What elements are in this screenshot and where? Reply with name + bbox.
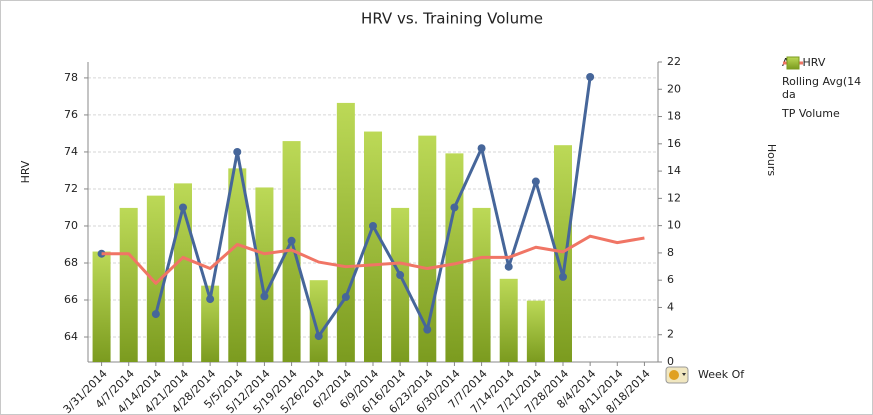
bar [526, 300, 545, 362]
bar [472, 207, 491, 362]
point [206, 295, 215, 304]
y2-tick-label: 20 [667, 82, 681, 95]
bar [554, 145, 572, 362]
y2-tick-label: 22 [667, 55, 681, 68]
legend: AM HRV Rolling Avg(14 da TP Volume [782, 56, 862, 126]
y2-tick-label: 2 [667, 328, 674, 341]
y2-tick-label: 0 [667, 355, 674, 368]
point [287, 236, 296, 245]
point [477, 144, 486, 153]
point [504, 262, 513, 271]
y2-axis-title: Hours [765, 144, 778, 176]
point [369, 221, 377, 230]
point [314, 332, 323, 341]
bar [92, 251, 111, 362]
point [179, 203, 187, 212]
menu-arrow [682, 373, 686, 376]
bar [445, 153, 464, 362]
bar [364, 131, 382, 362]
series-line [101, 234, 645, 285]
chart-title: HRV vs. Training Volume [361, 10, 543, 28]
y2-tick-label: 12 [667, 191, 681, 204]
y2-tick-label: 10 [667, 219, 681, 232]
point [341, 293, 350, 302]
y-tick-label: 78 [64, 71, 78, 84]
swatch [786, 56, 800, 70]
legend-swatch [786, 56, 800, 70]
y2-tick-label: 14 [667, 164, 681, 177]
legend-item[interactable]: TP Volume [782, 56, 862, 120]
legend-item[interactable]: Rolling Avg(14 da [782, 61, 862, 101]
bar [146, 195, 165, 362]
point [151, 310, 160, 319]
y-tick-label: 64 [64, 330, 78, 343]
y2-tick-label: 6 [667, 273, 674, 286]
y-axis-title: HRV [19, 160, 32, 183]
y2-tick-label: 18 [667, 110, 681, 123]
point [423, 325, 432, 334]
point [559, 272, 567, 281]
y2-tick-label: 16 [667, 137, 681, 150]
bar [391, 207, 410, 362]
point [260, 292, 269, 301]
y-tick-label: 72 [64, 182, 78, 195]
bar [201, 285, 220, 362]
y2-tick-label: 4 [667, 300, 674, 313]
bar [119, 207, 138, 362]
point [586, 72, 595, 81]
y-tick-label: 70 [64, 219, 78, 232]
bar [309, 280, 328, 362]
legend-label: Rolling Avg(14 da [782, 75, 862, 101]
bar [336, 102, 355, 362]
legend-label: TP Volume [782, 107, 840, 120]
point [233, 147, 242, 156]
bar [499, 278, 518, 362]
point [396, 271, 405, 280]
x-axis-title: Week Of [698, 368, 745, 381]
menu-icon-dot [669, 370, 679, 380]
y-tick-label: 76 [64, 108, 78, 121]
y-tick-label: 74 [64, 145, 78, 158]
point [450, 203, 459, 212]
bar [255, 187, 274, 362]
y-tick-label: 68 [64, 256, 78, 269]
y-tick-label: 66 [64, 293, 78, 306]
point [531, 177, 540, 186]
bar [228, 168, 247, 362]
y2-tick-label: 8 [667, 246, 674, 259]
